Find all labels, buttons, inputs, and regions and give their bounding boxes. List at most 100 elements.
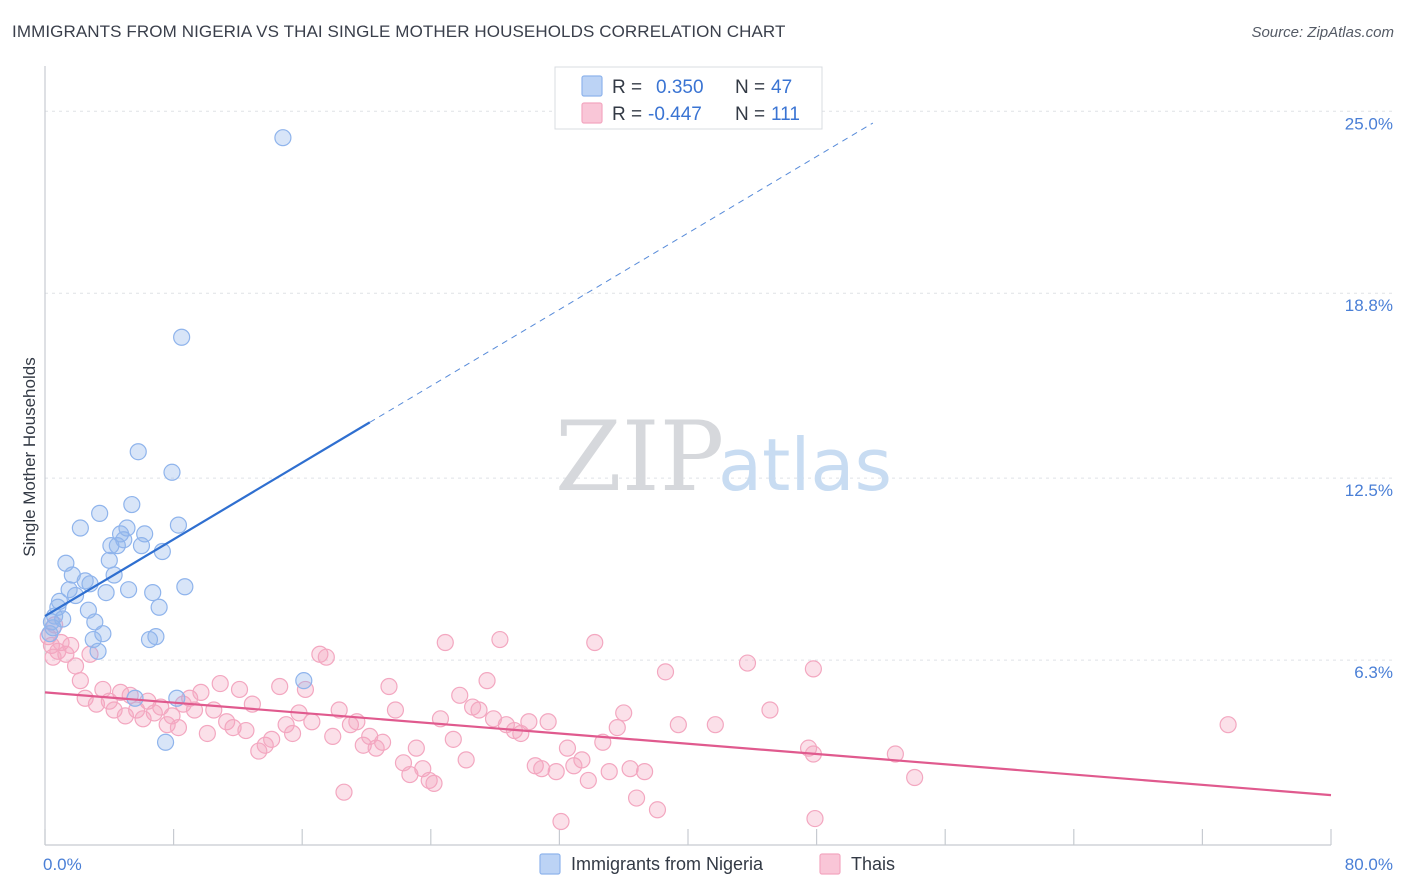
thais-point-22 bbox=[152, 698, 170, 716]
nigeria-point-37 bbox=[150, 598, 168, 616]
nigeria-point-41 bbox=[169, 516, 188, 534]
thais-point-110 bbox=[44, 648, 62, 666]
watermark-atlas: atlas bbox=[718, 423, 892, 507]
thais-point-67 bbox=[436, 633, 454, 652]
nigeria-point-18 bbox=[91, 504, 109, 522]
watermark-zip: ZIP bbox=[555, 401, 724, 513]
nigeria-point-43 bbox=[176, 578, 194, 596]
thais-point-41 bbox=[271, 677, 289, 696]
y-tick-label-1: 12.5% bbox=[1345, 481, 1393, 500]
source-label: Source: ZipAtlas.com bbox=[1251, 24, 1394, 41]
y-axis-label: Single Mother Households bbox=[20, 357, 39, 556]
thais-point-89 bbox=[586, 633, 604, 652]
thais-point-35 bbox=[230, 680, 249, 699]
y-tick-label-3: 25.0% bbox=[1345, 114, 1393, 133]
series-label-nigeria: Immigrants from Nigeria bbox=[571, 854, 764, 874]
nigeria-point-36 bbox=[147, 628, 165, 646]
nigeria-point-17 bbox=[89, 642, 107, 660]
thais-point-107 bbox=[886, 745, 904, 763]
series-swatch-thais bbox=[819, 853, 841, 875]
legend-swatch-nigeria bbox=[581, 75, 603, 97]
nigeria-point-45 bbox=[274, 129, 292, 147]
thais-point-43 bbox=[283, 724, 302, 743]
chart-title: IMMIGRANTS FROM NIGERIA VS THAI SINGLE M… bbox=[12, 22, 786, 41]
legend-r-value-2: -0.447 bbox=[648, 104, 702, 125]
thais-point-82 bbox=[539, 713, 557, 731]
x-tick-label-max: 80.0% bbox=[1345, 855, 1393, 874]
thais-point-42 bbox=[277, 716, 295, 734]
nigeria-point-28 bbox=[119, 581, 138, 599]
thais-point-59 bbox=[386, 701, 405, 719]
thais-point-32 bbox=[211, 674, 229, 693]
thais-point-97 bbox=[648, 801, 667, 819]
thais-point-21 bbox=[145, 704, 163, 722]
legend-r-label-2: R = bbox=[612, 104, 642, 125]
thais-point-103 bbox=[804, 660, 822, 678]
thais-point-81 bbox=[533, 760, 551, 778]
trend-lines bbox=[44, 122, 1332, 797]
nigeria-points bbox=[41, 129, 313, 751]
nigeria-point-20 bbox=[97, 584, 115, 602]
tick-labels: 6.3% 12.5% 18.8% 25.0% 0.0% 80.0% bbox=[43, 114, 1393, 874]
thais-point-38 bbox=[250, 742, 268, 760]
y-tick-label-0: 6.3% bbox=[1354, 663, 1393, 682]
nigeria-trend-extension bbox=[369, 122, 874, 423]
thais-point-30 bbox=[198, 724, 216, 743]
axes bbox=[44, 66, 1332, 846]
thais-point-108 bbox=[906, 768, 924, 787]
zipatlas-watermark: ZIP atlas bbox=[555, 401, 892, 513]
thais-point-58 bbox=[380, 677, 398, 696]
thais-point-109 bbox=[1219, 716, 1237, 734]
nigeria-point-8 bbox=[60, 581, 78, 599]
thais-point-92 bbox=[608, 719, 626, 737]
thais-point-6 bbox=[62, 636, 80, 655]
thais-point-65 bbox=[425, 774, 443, 792]
nigeria-point-39 bbox=[156, 733, 175, 751]
nigeria-point-21 bbox=[100, 551, 118, 569]
legend-swatch-thais bbox=[581, 102, 603, 124]
stats-legend: R = 0.350 N = 47 R = -0.447 N = 111 bbox=[554, 66, 823, 130]
thais-point-88 bbox=[579, 771, 597, 790]
legend-n-label-1: N = bbox=[735, 77, 765, 98]
nigeria-trend-line bbox=[44, 421, 371, 618]
thais-point-102 bbox=[761, 701, 779, 719]
nigeria-point-16 bbox=[86, 613, 104, 631]
thais-point-54 bbox=[354, 736, 372, 754]
thais-point-83 bbox=[547, 763, 565, 781]
gridlines bbox=[45, 110, 1395, 661]
thais-point-40 bbox=[263, 730, 281, 748]
thais-points bbox=[39, 616, 1237, 831]
thais-point-25 bbox=[169, 719, 188, 737]
legend-n-label-2: N = bbox=[735, 104, 765, 125]
thais-point-100 bbox=[706, 716, 724, 734]
thais-point-99 bbox=[669, 716, 687, 734]
thais-point-93 bbox=[615, 704, 633, 722]
thais-point-106 bbox=[806, 809, 824, 828]
thais-point-91 bbox=[600, 763, 618, 781]
thais-point-33 bbox=[218, 713, 236, 731]
thais-point-45 bbox=[296, 680, 315, 699]
thais-point-5 bbox=[57, 645, 75, 663]
thais-point-84 bbox=[552, 812, 570, 831]
nigeria-point-46 bbox=[295, 672, 313, 690]
thais-point-70 bbox=[457, 751, 475, 769]
thais-point-7 bbox=[66, 657, 85, 675]
nigeria-point-27 bbox=[118, 519, 136, 537]
nigeria-point-11 bbox=[71, 519, 89, 537]
thais-point-23 bbox=[158, 716, 176, 734]
thais-point-29 bbox=[192, 683, 210, 701]
thais-point-87 bbox=[573, 751, 591, 769]
series-label-thais: Thais bbox=[851, 854, 895, 874]
thais-point-96 bbox=[635, 763, 654, 781]
thais-point-8 bbox=[71, 672, 89, 690]
nigeria-point-19 bbox=[94, 625, 112, 643]
thais-point-57 bbox=[373, 733, 392, 751]
nigeria-point-31 bbox=[129, 443, 147, 461]
thais-point-98 bbox=[656, 663, 675, 681]
thais-point-79 bbox=[520, 713, 538, 731]
x-tick-label-min: 0.0% bbox=[43, 855, 82, 874]
nigeria-point-35 bbox=[144, 584, 162, 602]
nigeria-point-6 bbox=[54, 610, 72, 628]
thais-point-51 bbox=[335, 783, 353, 801]
thais-point-94 bbox=[621, 760, 639, 778]
